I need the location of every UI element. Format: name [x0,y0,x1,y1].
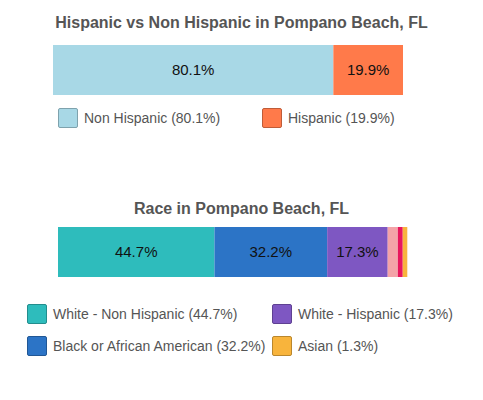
html-text:Asian (1.3%): Asian (1.3%) [298,338,379,354]
html-text:White - Hispanic (17.3%): White - Hispanic (17.3%) [298,306,453,322]
svg-text:80.1%: 80.1% [172,61,215,78]
svg-text:19.9%: 19.9% [347,61,390,78]
html-text:Hispanic vs Non Hispanic in Po: Hispanic vs Non Hispanic in Pompano Beac… [55,14,428,31]
svg-text:32.2%: 32.2% [250,243,293,260]
svg-text:17.3%: 17.3% [336,243,379,260]
html-text:White - Non Hispanic (44.7%): White - Non Hispanic (44.7%) [53,306,238,322]
html-text:Black or African American (32.: Black or African American (32.2%) [53,338,266,354]
html-text:Non Hispanic (80.1%): Non Hispanic (80.1%) [84,110,221,126]
html-text:Race in Pompano Beach, FL: Race in Pompano Beach, FL [133,200,350,217]
html-text:Hispanic (19.9%): Hispanic (19.9%) [288,110,395,126]
svg-text:44.7%: 44.7% [115,243,158,260]
